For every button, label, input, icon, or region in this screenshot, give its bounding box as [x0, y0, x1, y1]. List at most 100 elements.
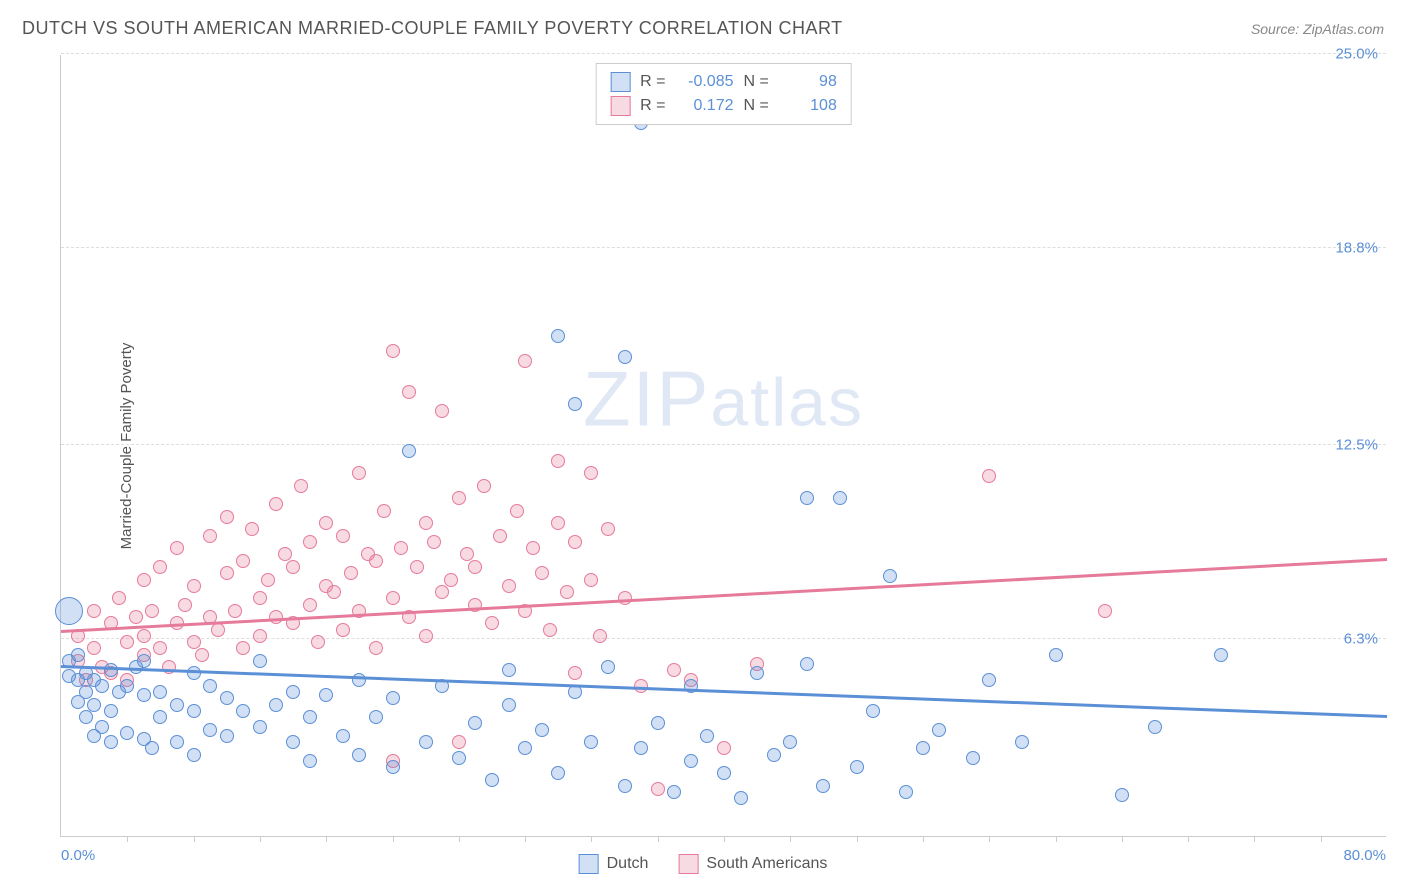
data-point[interactable] [584, 735, 598, 749]
data-point[interactable] [137, 688, 151, 702]
data-point[interactable] [460, 547, 474, 561]
data-point[interactable] [87, 604, 101, 618]
data-point[interactable] [145, 741, 159, 755]
data-point[interactable] [551, 329, 565, 343]
data-point[interactable] [651, 782, 665, 796]
data-point[interactable] [137, 654, 151, 668]
data-point[interactable] [286, 685, 300, 699]
data-point[interactable] [535, 723, 549, 737]
data-point[interactable] [303, 535, 317, 549]
data-point[interactable] [502, 698, 516, 712]
data-point[interactable] [618, 350, 632, 364]
data-point[interactable] [245, 522, 259, 536]
data-point[interactable] [452, 751, 466, 765]
data-point[interactable] [120, 679, 134, 693]
data-point[interactable] [253, 720, 267, 734]
data-point[interactable] [369, 641, 383, 655]
data-point[interactable] [402, 385, 416, 399]
data-point[interactable] [601, 522, 615, 536]
data-point[interactable] [386, 760, 400, 774]
data-point[interactable] [402, 444, 416, 458]
data-point[interactable] [750, 666, 764, 680]
data-point[interactable] [601, 660, 615, 674]
data-point[interactable] [253, 591, 267, 605]
data-point[interactable] [95, 720, 109, 734]
data-point[interactable] [195, 648, 209, 662]
data-point[interactable] [386, 344, 400, 358]
data-point[interactable] [510, 504, 524, 518]
data-point[interactable] [518, 354, 532, 368]
data-point[interactable] [303, 598, 317, 612]
data-point[interactable] [137, 573, 151, 587]
data-point[interactable] [327, 585, 341, 599]
data-point[interactable] [1098, 604, 1112, 618]
data-point[interactable] [303, 754, 317, 768]
data-point[interactable] [899, 785, 913, 799]
data-point[interactable] [394, 541, 408, 555]
data-point[interactable] [55, 597, 83, 625]
data-point[interactable] [236, 641, 250, 655]
legend-item-south-americans[interactable]: South Americans [678, 854, 827, 874]
data-point[interactable] [278, 547, 292, 561]
data-point[interactable] [651, 716, 665, 730]
data-point[interactable] [982, 469, 996, 483]
data-point[interactable] [684, 754, 698, 768]
data-point[interactable] [228, 604, 242, 618]
data-point[interactable] [1214, 648, 1228, 662]
data-point[interactable] [104, 663, 118, 677]
data-point[interactable] [137, 629, 151, 643]
data-point[interactable] [236, 554, 250, 568]
data-point[interactable] [419, 516, 433, 530]
data-point[interactable] [1049, 648, 1063, 662]
data-point[interactable] [783, 735, 797, 749]
data-point[interactable] [634, 741, 648, 755]
data-point[interactable] [120, 635, 134, 649]
data-point[interactable] [966, 751, 980, 765]
data-point[interactable] [286, 560, 300, 574]
data-point[interactable] [932, 723, 946, 737]
data-point[interactable] [444, 573, 458, 587]
data-point[interactable] [916, 741, 930, 755]
data-point[interactable] [112, 591, 126, 605]
data-point[interactable] [104, 735, 118, 749]
data-point[interactable] [129, 610, 143, 624]
data-point[interactable] [833, 491, 847, 505]
data-point[interactable] [336, 529, 350, 543]
data-point[interactable] [187, 666, 201, 680]
data-point[interactable] [419, 629, 433, 643]
data-point[interactable] [352, 748, 366, 762]
data-point[interactable] [535, 566, 549, 580]
data-point[interactable] [162, 660, 176, 674]
data-point[interactable] [79, 710, 93, 724]
data-point[interactable] [410, 560, 424, 574]
data-point[interactable] [419, 735, 433, 749]
data-point[interactable] [551, 766, 565, 780]
data-point[interactable] [369, 554, 383, 568]
data-point[interactable] [352, 466, 366, 480]
data-point[interactable] [203, 723, 217, 737]
data-point[interactable] [568, 535, 582, 549]
data-point[interactable] [1148, 720, 1162, 734]
data-point[interactable] [71, 648, 85, 662]
data-point[interactable] [435, 404, 449, 418]
data-point[interactable] [568, 666, 582, 680]
data-point[interactable] [468, 716, 482, 730]
data-point[interactable] [800, 491, 814, 505]
data-point[interactable] [700, 729, 714, 743]
data-point[interactable] [253, 629, 267, 643]
data-point[interactable] [269, 497, 283, 511]
data-point[interactable] [717, 766, 731, 780]
data-point[interactable] [518, 741, 532, 755]
data-point[interactable] [303, 710, 317, 724]
data-point[interactable] [593, 629, 607, 643]
source-link[interactable]: ZipAtlas.com [1303, 21, 1384, 37]
data-point[interactable] [816, 779, 830, 793]
data-point[interactable] [153, 641, 167, 655]
data-point[interactable] [468, 560, 482, 574]
data-point[interactable] [153, 710, 167, 724]
data-point[interactable] [153, 560, 167, 574]
data-point[interactable] [187, 635, 201, 649]
data-point[interactable] [568, 397, 582, 411]
data-point[interactable] [220, 729, 234, 743]
data-point[interactable] [220, 510, 234, 524]
